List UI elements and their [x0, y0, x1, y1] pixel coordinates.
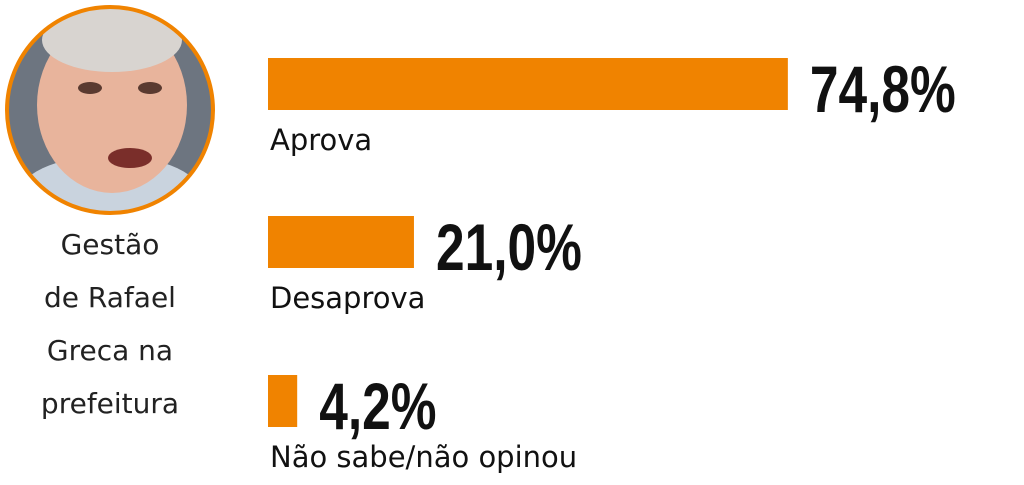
- caption-line: prefeitura: [41, 387, 179, 420]
- bar: [268, 216, 414, 268]
- bar: [268, 58, 788, 110]
- caption-line: Gestão: [61, 228, 160, 261]
- caption-line: de Rafael: [44, 281, 176, 314]
- value-label: 21,0%: [436, 210, 582, 285]
- category-label: Não sabe/não opinou: [270, 440, 577, 474]
- caption-line: Greca na: [47, 334, 173, 367]
- value-label: 74,8%: [810, 52, 956, 127]
- category-label: Desaprova: [270, 281, 425, 315]
- category-label: Aprova: [270, 123, 372, 157]
- value-label: 4,2%: [319, 369, 436, 444]
- bar: [268, 375, 298, 427]
- portrait: [5, 5, 215, 215]
